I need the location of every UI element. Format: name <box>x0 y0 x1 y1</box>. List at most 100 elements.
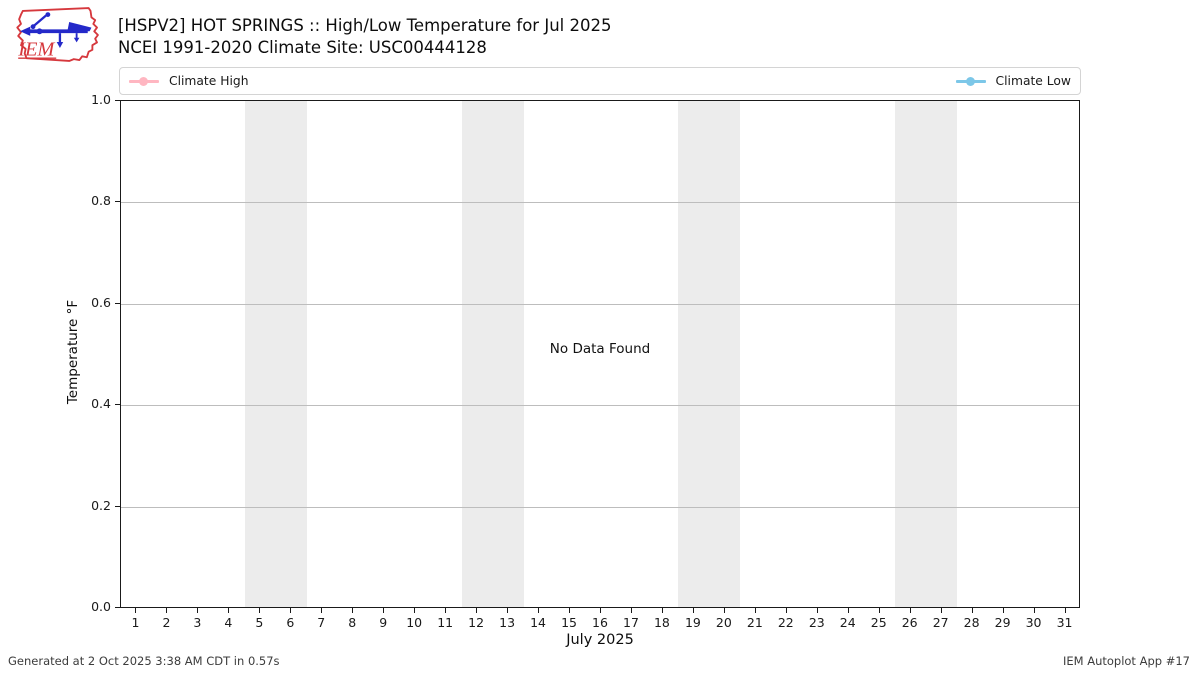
x-tick-label: 12 <box>468 615 485 630</box>
x-tick-mark <box>383 608 385 613</box>
x-tick-mark <box>569 608 571 613</box>
x-tick-label: 5 <box>255 615 264 630</box>
x-tick-mark <box>847 608 849 613</box>
x-tick-mark <box>445 608 447 613</box>
x-tick-mark <box>661 608 663 613</box>
weekend-band <box>461 101 524 607</box>
legend-item-climate-low: Climate Low <box>955 74 1071 88</box>
x-tick-mark <box>940 608 942 613</box>
y-axis-label: Temperature °F <box>65 299 81 405</box>
x-tick-mark <box>630 608 632 613</box>
weather-vane-icon <box>20 12 92 48</box>
x-tick-label: 10 <box>406 615 423 630</box>
x-tick-label: 16 <box>592 615 608 630</box>
x-tick-label: 25 <box>870 615 887 630</box>
footer-generated-text: Generated at 2 Oct 2025 3:38 AM CDT in 0… <box>8 654 280 668</box>
weekend-band <box>244 101 307 607</box>
climate-low-line-marker-icon <box>955 76 986 87</box>
chart-legend: Climate High Climate Low <box>119 67 1081 95</box>
chart-title-line1: [HSPV2] HOT SPRINGS :: High/Low Temperat… <box>118 16 612 35</box>
x-tick-mark <box>538 608 540 613</box>
y-gridline <box>121 202 1079 204</box>
x-axis-label: July 2025 <box>566 632 634 648</box>
x-tick-label: 17 <box>623 615 639 630</box>
iowa-outline-icon <box>16 7 99 62</box>
chart-title-line2: NCEI 1991-2020 Climate Site: USC00444128 <box>118 38 487 57</box>
y-tick-label: 0.0 <box>91 599 111 614</box>
x-tick-mark <box>692 608 694 613</box>
x-tick-mark <box>971 608 973 613</box>
y-gridline <box>121 405 1079 407</box>
x-tick-mark <box>290 608 292 613</box>
x-tick-label: 6 <box>286 615 295 630</box>
x-tick-mark <box>507 608 509 613</box>
y-tick-mark <box>115 505 120 507</box>
iem-logo: IEM <box>16 7 99 62</box>
plot-area: No Data Found <box>120 100 1080 608</box>
x-tick-label: 23 <box>808 615 825 630</box>
y-tick-mark <box>115 607 120 608</box>
y-tick-label: 0.6 <box>91 294 111 310</box>
legend-label-climate-high: Climate High <box>169 74 249 88</box>
x-tick-label: 19 <box>684 615 701 630</box>
y-tick-label: 0.4 <box>91 396 111 412</box>
x-tick-label: 31 <box>1056 615 1073 630</box>
climate-high-line-marker-icon <box>129 76 159 87</box>
x-tick-label: 3 <box>193 615 202 630</box>
x-tick-mark <box>228 608 230 613</box>
x-tick-mark <box>909 608 911 613</box>
x-tick-label: 26 <box>901 615 918 630</box>
x-tick-label: 29 <box>994 615 1011 630</box>
x-tick-label: 11 <box>437 615 454 630</box>
iem-logo-text: IEM <box>17 38 57 60</box>
weekend-band <box>678 101 741 607</box>
x-tick-mark <box>135 608 137 613</box>
legend-label-climate-low: Climate Low <box>995 74 1071 88</box>
svg-text:IEM: IEM <box>17 38 55 60</box>
legend-marker-dot <box>139 76 148 86</box>
x-tick-label: 30 <box>1025 615 1042 630</box>
x-tick-label: 13 <box>499 615 516 630</box>
legend-marker-dot <box>965 76 975 86</box>
x-tick-mark <box>414 608 416 613</box>
x-tick-label: 28 <box>963 615 980 630</box>
x-tick-mark <box>352 608 354 613</box>
x-tick-mark <box>166 608 168 613</box>
x-tick-label: 15 <box>561 615 577 630</box>
x-tick-label: 18 <box>653 615 670 630</box>
x-tick-mark <box>321 608 323 613</box>
x-tick-mark <box>723 608 725 613</box>
x-tick-mark <box>476 608 478 613</box>
x-tick-label: 20 <box>715 615 732 630</box>
x-tick-label: 4 <box>224 615 233 630</box>
x-tick-mark <box>1064 608 1066 613</box>
x-tick-mark <box>816 608 818 613</box>
x-tick-label: 7 <box>317 615 326 630</box>
x-tick-label: 27 <box>932 615 949 630</box>
y-tick-mark <box>115 302 120 304</box>
y-tick-label: 0.8 <box>91 193 111 209</box>
y-gridline <box>121 506 1079 508</box>
x-tick-label: 22 <box>777 615 794 630</box>
y-tick-label: 1.0 <box>91 92 111 107</box>
y-tick-mark <box>115 201 120 203</box>
x-tick-mark <box>1033 608 1035 613</box>
x-tick-label: 8 <box>348 615 357 630</box>
x-tick-label: 9 <box>379 615 388 630</box>
y-tick-mark <box>115 404 120 406</box>
x-tick-mark <box>878 608 880 613</box>
weekend-band <box>895 101 958 607</box>
footer-app-text: IEM Autoplot App #17 <box>1062 654 1190 668</box>
y-tick-mark <box>115 100 120 101</box>
x-tick-mark <box>785 608 787 613</box>
y-gridline <box>121 303 1079 305</box>
x-tick-label: 24 <box>839 615 856 630</box>
x-tick-mark <box>197 608 199 613</box>
x-tick-label: 14 <box>530 615 547 630</box>
no-data-message: No Data Found <box>549 340 651 357</box>
y-tick-label: 0.2 <box>91 497 111 513</box>
x-tick-label: 21 <box>746 615 763 630</box>
chart-title: [HSPV2] HOT SPRINGS :: High/Low Temperat… <box>118 15 611 59</box>
x-tick-mark <box>259 608 261 613</box>
